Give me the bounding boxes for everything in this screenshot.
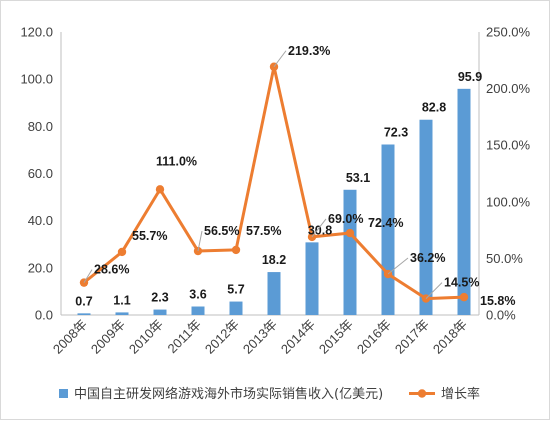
growth-rate-label: 55.7% bbox=[132, 229, 167, 243]
y-left-tick-label: 80.0 bbox=[28, 119, 53, 134]
bar-value-label: 72.3 bbox=[384, 125, 408, 139]
y-right-tick-label: 150.0% bbox=[486, 138, 531, 153]
y-right-tick-label: 200.0% bbox=[486, 81, 531, 96]
x-tick-label: 2012年 bbox=[202, 317, 242, 357]
bar-data-labels: 0.7 1.1 2.3 3.6 5.718.230.853.172.382.895.9 bbox=[75, 70, 482, 309]
y-left-tick-label: 0.0 bbox=[35, 308, 53, 323]
y-right-tick-label: 0.0% bbox=[486, 308, 516, 323]
bar-value-label: 3.6 bbox=[189, 288, 206, 302]
y-left-tick-label: 60.0 bbox=[28, 166, 53, 181]
line-point bbox=[345, 228, 355, 238]
line-point bbox=[231, 245, 241, 255]
bar bbox=[77, 313, 91, 315]
growth-rate-label: 36.2% bbox=[410, 251, 445, 265]
bar-value-label: 5.7 bbox=[227, 283, 244, 297]
growth-rate-label: 72.4% bbox=[368, 216, 403, 230]
growth-rate-label: 57.5% bbox=[246, 224, 281, 238]
line-point bbox=[459, 292, 469, 302]
x-tick-label: 2013年 bbox=[240, 317, 280, 357]
x-tick-label: 2016年 bbox=[354, 317, 394, 357]
label-leader-line bbox=[387, 257, 409, 275]
label-leader-line bbox=[83, 269, 93, 283]
x-tick-label: 2014年 bbox=[278, 317, 318, 357]
y-right-tick-label: 50.0% bbox=[486, 251, 523, 266]
axes: 0.0 20.0 40.0 60.0 80.0 100.0 120.0 0.0% 50.0% 10… bbox=[20, 25, 530, 323]
bar-value-label: 95.9 bbox=[458, 70, 482, 84]
bar bbox=[457, 88, 471, 315]
x-tick-labels: 2008年2009年2010年2011年2012年2013年2014年2015年… bbox=[50, 317, 470, 357]
x-tick-label: 2017年 bbox=[392, 317, 432, 357]
y-left-tick-label: 40.0 bbox=[28, 213, 53, 228]
bar-value-label: 0.7 bbox=[75, 294, 92, 308]
bar-value-label: 53.1 bbox=[346, 171, 370, 185]
y-right-tick-label: 100.0% bbox=[486, 194, 531, 209]
line-point bbox=[117, 247, 127, 257]
legend-line-marker bbox=[417, 389, 427, 398]
bar bbox=[191, 306, 205, 315]
label-leader-line bbox=[273, 50, 287, 68]
y-left-tick-label: 120.0 bbox=[20, 25, 53, 40]
bar bbox=[229, 301, 243, 315]
y-left-tick-label: 100.0 bbox=[20, 72, 53, 87]
y-right-tick-label: 250.0% bbox=[486, 25, 531, 40]
growth-rate-label: 111.0% bbox=[156, 154, 197, 168]
line-point bbox=[155, 185, 165, 194]
growth-rate-label: 56.5% bbox=[204, 224, 239, 238]
legend-bar-swatch bbox=[59, 389, 68, 398]
x-tick-label: 2011年 bbox=[165, 317, 205, 357]
x-tick-label: 2009年 bbox=[88, 317, 128, 357]
x-tick-label: 2008年 bbox=[50, 317, 90, 357]
bar bbox=[305, 242, 319, 315]
growth-rate-label: 28.6% bbox=[94, 263, 129, 277]
legend-line-label: 增长率 bbox=[441, 386, 480, 402]
legend: 中国自主研发网络游戏海外市场实际销售收入(亿美元) 增长率 bbox=[59, 386, 480, 402]
bar-value-label: 82.8 bbox=[422, 101, 446, 115]
x-tick-label: 2015年 bbox=[316, 317, 356, 357]
bar bbox=[419, 119, 433, 315]
bar-value-label: 18.2 bbox=[262, 253, 286, 267]
y-left-tick-label: 20.0 bbox=[28, 260, 53, 275]
bar-value-label: 2.3 bbox=[151, 291, 168, 305]
bar bbox=[153, 309, 167, 315]
bar-value-label: 1.1 bbox=[113, 293, 130, 307]
bar bbox=[115, 312, 129, 315]
x-tick-label: 2018年 bbox=[430, 317, 470, 357]
bar bbox=[343, 189, 357, 315]
growth-rate-label: 15.8% bbox=[480, 294, 515, 308]
growth-rate-label: 219.3% bbox=[288, 44, 330, 58]
label-leader-line bbox=[197, 230, 203, 252]
label-leader-line bbox=[425, 282, 443, 299]
label-leader-line bbox=[311, 218, 327, 238]
x-tick-label: 2010年 bbox=[126, 317, 166, 357]
bar-series bbox=[77, 88, 471, 315]
line-data-labels: 28.6% 55.7% 111.0% 56.5% 57.5% 219.3% 69.0% 72.… bbox=[83, 44, 515, 308]
growth-rate-label: 14.5% bbox=[444, 276, 479, 290]
growth-rate-label: 69.0% bbox=[328, 212, 363, 226]
bar bbox=[267, 272, 281, 315]
legend-bar-label: 中国自主研发网络游戏海外市场实际销售收入(亿美元) bbox=[74, 386, 383, 402]
